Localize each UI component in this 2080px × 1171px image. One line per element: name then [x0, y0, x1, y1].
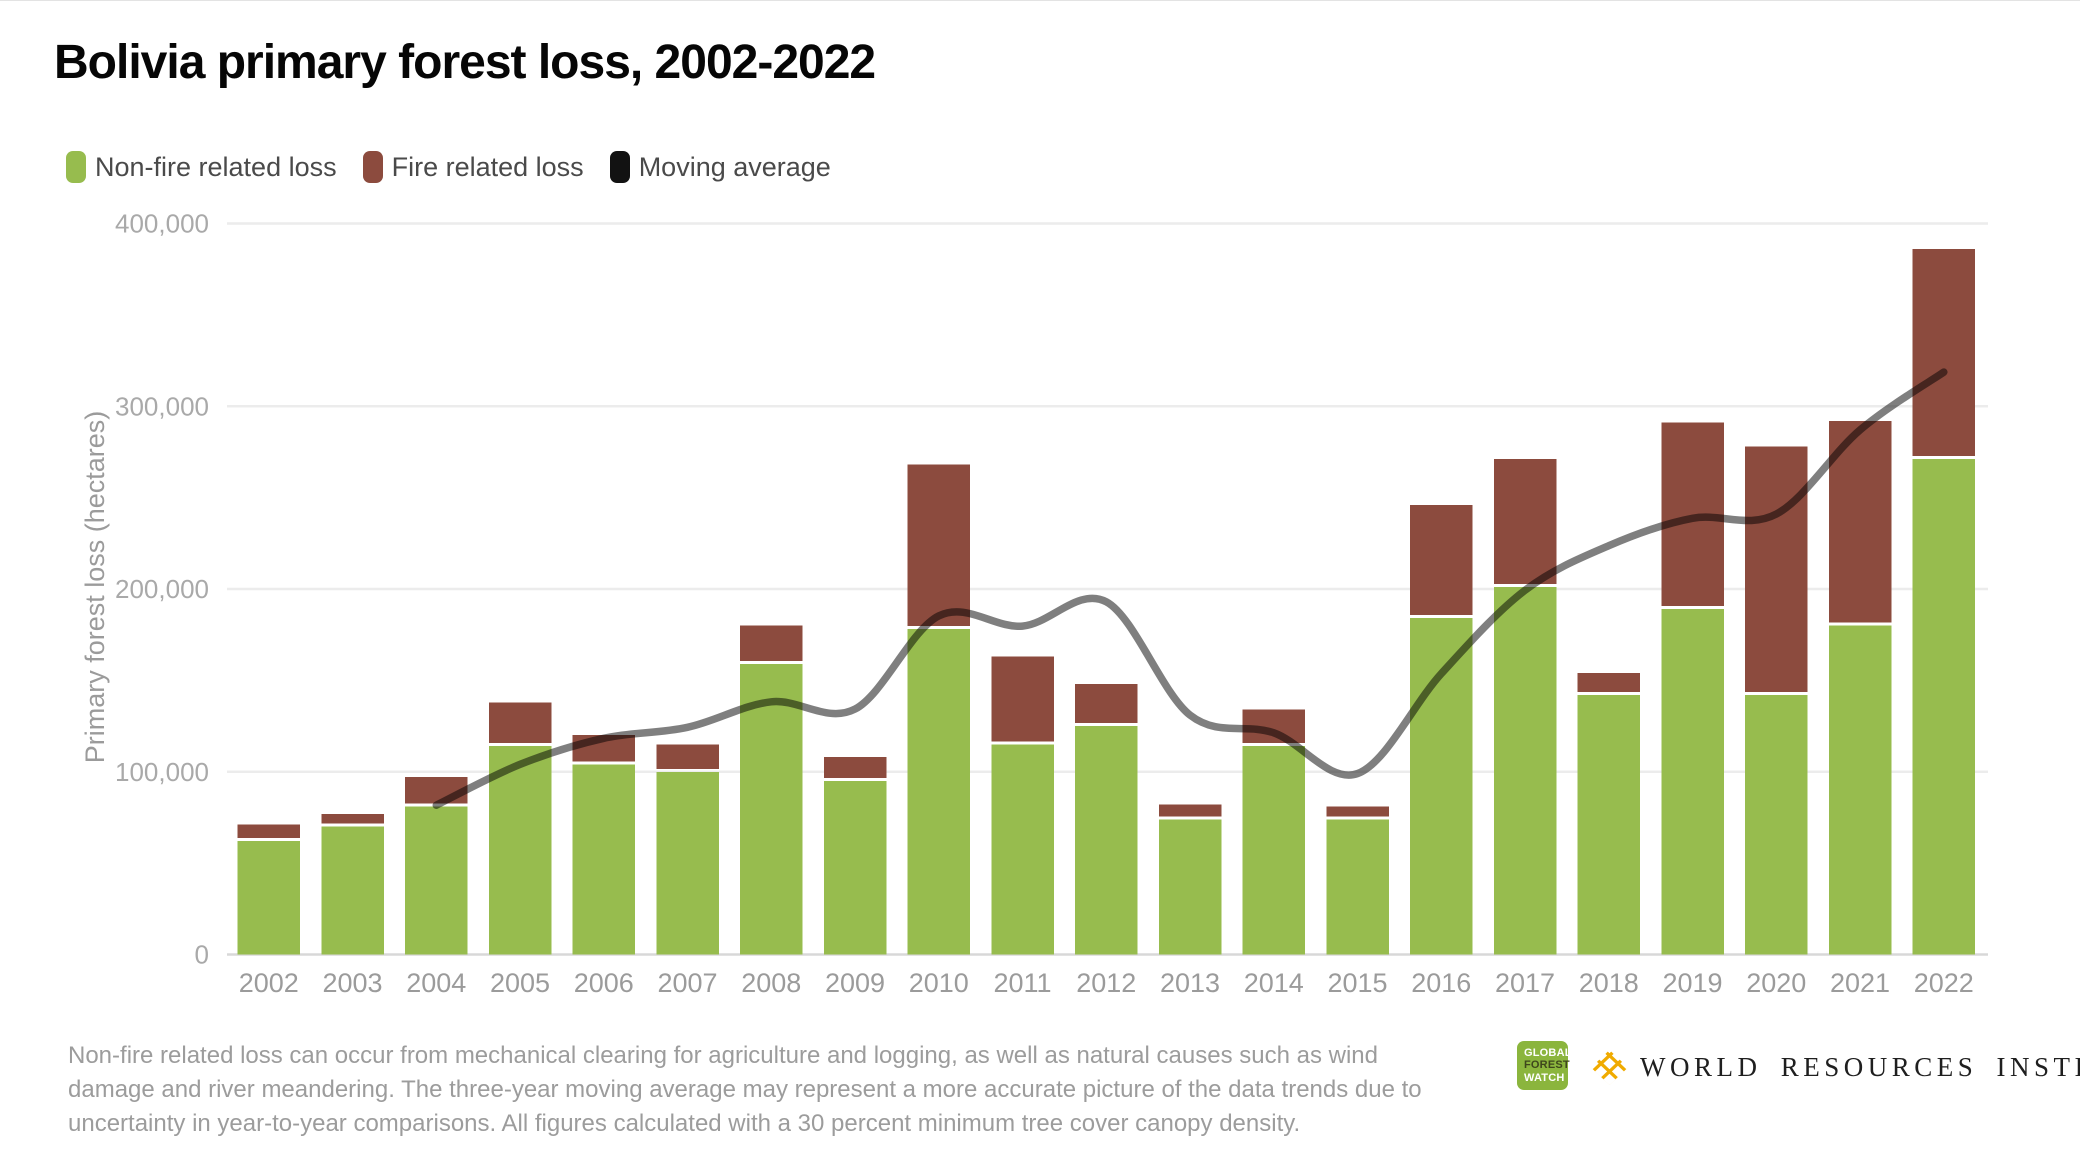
moving-average-legend-chip-icon	[609, 151, 630, 183]
fire-bar-2015[interactable]	[1326, 806, 1389, 817]
non-fire-bar-2003[interactable]	[321, 826, 384, 955]
legend-label: Non-fire related loss	[95, 151, 337, 182]
svg-text:2009: 2009	[825, 968, 885, 998]
svg-text:2002: 2002	[239, 968, 299, 998]
svg-text:400,000: 400,000	[115, 209, 209, 239]
fire-bar-2003[interactable]	[321, 813, 384, 824]
svg-text:2011: 2011	[994, 968, 1052, 998]
gfw-logo-line: GLOBAL	[1524, 1046, 1572, 1059]
non-fire-bar-2011[interactable]	[991, 744, 1054, 955]
fire-bar-2002[interactable]	[237, 824, 301, 839]
svg-text:2020: 2020	[1746, 968, 1806, 998]
svg-text:2007: 2007	[658, 968, 718, 998]
y-axis-title: Primary forest loss (hectares)	[80, 411, 110, 764]
bars-group	[237, 249, 1976, 955]
fire-bar-2018[interactable]	[1577, 673, 1641, 692]
svg-text:2004: 2004	[406, 968, 466, 998]
non-fire-bar-2012[interactable]	[1075, 726, 1138, 955]
svg-text:100,000: 100,000	[115, 757, 209, 787]
footnote: Non-fire related loss can occur from mec…	[68, 1042, 1422, 1137]
fire-bar-2020[interactable]	[1745, 446, 1808, 692]
legend-label: Fire related loss	[391, 151, 584, 182]
legend-item-non-fire: Non-fire related loss	[66, 151, 337, 183]
non-fire-bar-2017[interactable]	[1493, 587, 1557, 955]
non-fire-legend-chip-icon	[66, 151, 86, 183]
non-fire-bar-2018[interactable]	[1577, 694, 1641, 955]
svg-text:2005: 2005	[490, 968, 550, 998]
non-fire-bar-2021[interactable]	[1828, 625, 1892, 955]
fire-bar-2005[interactable]	[488, 702, 552, 744]
fire-bar-2011[interactable]	[991, 656, 1054, 742]
svg-text:0: 0	[195, 940, 209, 970]
fire-bar-2017[interactable]	[1493, 459, 1557, 585]
legend-label: Moving average	[638, 151, 831, 182]
chart-title: Bolivia primary forest loss, 2002-2022	[54, 36, 876, 89]
world-resources-institute-logo[interactable]: WORLD RESOURCES INSTITUTE	[1591, 1047, 2080, 1087]
svg-text:2013: 2013	[1160, 968, 1220, 998]
non-fire-bar-2005[interactable]	[488, 746, 552, 955]
fire-bar-2013[interactable]	[1158, 804, 1222, 817]
svg-text:2014: 2014	[1244, 968, 1304, 998]
svg-text:300,000: 300,000	[115, 391, 209, 421]
fire-bar-2016[interactable]	[1410, 504, 1473, 616]
non-fire-bar-2007[interactable]	[656, 771, 719, 955]
non-fire-bar-2014[interactable]	[1242, 746, 1306, 955]
non-fire-bar-2013[interactable]	[1158, 819, 1222, 955]
fire-bar-2010[interactable]	[907, 464, 971, 627]
wri-logo-text: WORLD RESOURCES INSTITUTE	[1640, 1051, 2080, 1082]
global-forest-watch-logo[interactable]: GLOBAL FOREST WATCH	[1517, 1041, 1572, 1090]
svg-text:2022: 2022	[1914, 968, 1974, 998]
legend-item-fire: Fire related loss	[362, 151, 584, 183]
svg-text:2021: 2021	[1830, 968, 1890, 998]
legend: Non-fire related loss Fire related loss …	[66, 151, 831, 183]
svg-text:2006: 2006	[574, 968, 634, 998]
fire-bar-2022[interactable]	[1912, 249, 1976, 457]
x-axis-labels: 2002 2003 2004 2005 2006 2007 2008 2009 2010 2011…	[239, 968, 1974, 998]
svg-text:2012: 2012	[1076, 968, 1136, 998]
non-fire-bar-2010[interactable]	[907, 629, 971, 955]
gfw-logo-line: WATCH	[1524, 1071, 1565, 1084]
svg-text:2016: 2016	[1411, 968, 1471, 998]
moving-average-line[interactable]	[432, 368, 1948, 809]
svg-text:2017: 2017	[1495, 968, 1555, 998]
non-fire-bar-2008[interactable]	[740, 663, 803, 955]
svg-text:2010: 2010	[909, 968, 969, 998]
wri-weave-icon	[1591, 1049, 1628, 1085]
svg-text:2015: 2015	[1328, 968, 1388, 998]
fire-bar-2009[interactable]	[823, 757, 887, 778]
non-fire-bar-2006[interactable]	[572, 764, 636, 955]
gfw-logo-line: FOREST	[1524, 1059, 1570, 1072]
y-axis-labels: 0 100,000 200,000 300,000 400,000	[115, 209, 209, 970]
non-fire-bar-2002[interactable]	[237, 841, 301, 955]
non-fire-bar-2015[interactable]	[1326, 819, 1389, 955]
svg-text:2019: 2019	[1663, 968, 1723, 998]
non-fire-bar-2009[interactable]	[823, 780, 887, 955]
fire-bar-2008[interactable]	[740, 625, 803, 661]
fire-bar-2007[interactable]	[656, 744, 719, 769]
svg-text:2018: 2018	[1579, 968, 1639, 998]
fire-legend-chip-icon	[362, 151, 383, 183]
non-fire-bar-2004[interactable]	[405, 806, 468, 955]
non-fire-bar-2020[interactable]	[1745, 694, 1808, 955]
legend-item-moving-average: Moving average	[609, 151, 831, 183]
svg-text:200,000: 200,000	[115, 574, 209, 604]
non-fire-bar-2022[interactable]	[1912, 459, 1976, 955]
svg-text:2003: 2003	[323, 968, 383, 998]
non-fire-bar-2019[interactable]	[1661, 609, 1724, 955]
svg-text:2008: 2008	[741, 968, 801, 998]
fire-bar-2012[interactable]	[1075, 684, 1138, 724]
